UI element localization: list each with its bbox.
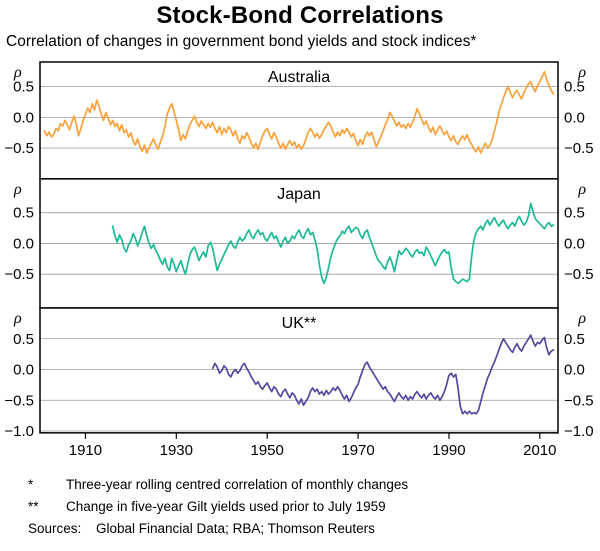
svg-text:0.5: 0.5 bbox=[13, 205, 34, 222]
svg-text:0.0: 0.0 bbox=[564, 362, 585, 379]
svg-text:ρ: ρ bbox=[577, 181, 586, 198]
footnote-1: * Three-year rolling centred correlation… bbox=[28, 474, 592, 496]
footnote-1-text: Three-year rolling centred correlation o… bbox=[66, 477, 409, 492]
svg-text:1910: 1910 bbox=[69, 442, 102, 459]
svg-text:2010: 2010 bbox=[523, 442, 556, 459]
svg-text:UK**: UK** bbox=[282, 315, 317, 332]
svg-text:Japan: Japan bbox=[277, 186, 321, 203]
svg-text:1970: 1970 bbox=[341, 442, 374, 459]
svg-text:−0.5: −0.5 bbox=[4, 392, 34, 409]
footnote-1-marker: * bbox=[28, 477, 34, 492]
svg-text:ρ: ρ bbox=[577, 310, 586, 327]
svg-text:0.5: 0.5 bbox=[564, 331, 585, 348]
svg-text:1950: 1950 bbox=[251, 442, 284, 459]
svg-text:0.5: 0.5 bbox=[13, 331, 34, 348]
svg-text:0.5: 0.5 bbox=[564, 79, 585, 96]
svg-text:0.0: 0.0 bbox=[13, 362, 34, 379]
sources-line: Sources: Global Financial Data; RBA; Tho… bbox=[28, 518, 592, 540]
svg-text:ρ: ρ bbox=[577, 64, 586, 81]
sources-label: Sources: bbox=[28, 521, 82, 536]
correlation-line-chart: 0.5 0.5 0.0 0.0 −0.5 −0.5 ρ ρ Australia 0.5 0.5 0.0… bbox=[4, 61, 594, 459]
svg-text:−0.5: −0.5 bbox=[4, 266, 34, 283]
svg-text:−0.5: −0.5 bbox=[564, 140, 594, 157]
svg-text:ρ: ρ bbox=[13, 181, 22, 198]
svg-text:−0.5: −0.5 bbox=[4, 140, 34, 157]
footnotes-block: * Three-year rolling centred correlation… bbox=[28, 474, 592, 540]
svg-text:1990: 1990 bbox=[432, 442, 465, 459]
svg-text:0.5: 0.5 bbox=[564, 205, 585, 222]
chart-subtitle: Correlation of changes in government bon… bbox=[6, 33, 477, 50]
svg-text:0.0: 0.0 bbox=[13, 235, 34, 252]
footnote-2-marker: ** bbox=[28, 499, 39, 514]
footnote-2: ** Change in five-year Gilt yields used … bbox=[28, 496, 592, 518]
svg-text:0.0: 0.0 bbox=[564, 235, 585, 252]
svg-text:−1.0: −1.0 bbox=[564, 423, 594, 440]
svg-text:ρ: ρ bbox=[13, 310, 22, 327]
svg-text:0.0: 0.0 bbox=[564, 109, 585, 126]
sources-text: Global Financial Data; RBA; Thomson Reut… bbox=[96, 521, 375, 536]
svg-text:0.5: 0.5 bbox=[13, 79, 34, 96]
footnote-2-text: Change in five-year Gilt yields used pri… bbox=[66, 499, 386, 514]
svg-text:1930: 1930 bbox=[160, 442, 193, 459]
svg-text:Australia: Australia bbox=[268, 69, 330, 86]
svg-text:−1.0: −1.0 bbox=[4, 423, 34, 440]
svg-text:0.0: 0.0 bbox=[13, 109, 34, 126]
svg-text:−0.5: −0.5 bbox=[564, 266, 594, 283]
page-title: Stock-Bond Correlations bbox=[156, 2, 444, 29]
svg-text:−0.5: −0.5 bbox=[564, 392, 594, 409]
svg-text:ρ: ρ bbox=[13, 64, 22, 81]
